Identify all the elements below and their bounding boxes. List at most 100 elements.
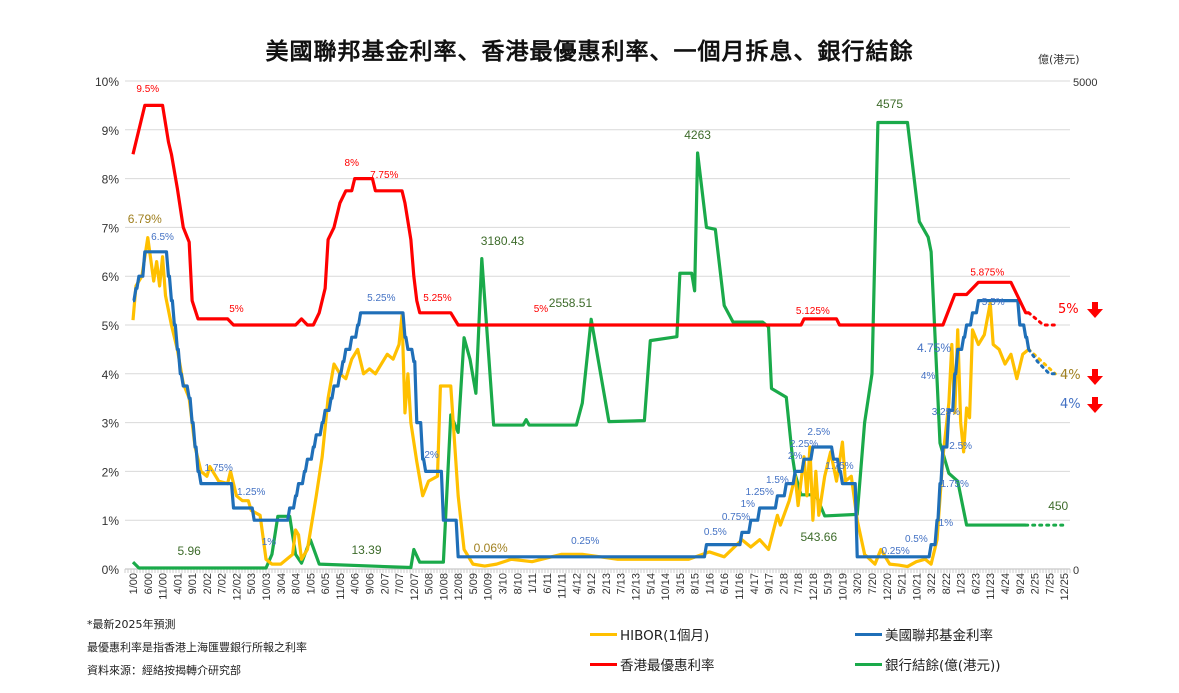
y-tick-label: 0% xyxy=(102,563,120,577)
footnote-forecast: *最新2025年預測 xyxy=(87,618,176,631)
x-tick-label: 9/01 xyxy=(187,573,199,594)
y-tick-label: 4% xyxy=(102,368,120,382)
data-label: 5.96 xyxy=(177,544,201,558)
forecast-line-2 xyxy=(1027,311,1057,327)
data-label: 1.5% xyxy=(766,475,789,486)
y-tick-label: 5% xyxy=(102,319,120,333)
x-tick-label: 7/13 xyxy=(616,573,628,594)
x-tick-label: 4/01 xyxy=(172,573,184,594)
x-tick-label: 8/15 xyxy=(690,573,702,594)
x-tick-label: 4/24 xyxy=(1000,573,1012,594)
data-label: 1.25% xyxy=(237,487,265,498)
forecast-label-prime: 5% xyxy=(1058,302,1079,317)
x-tick-label: 3/04 xyxy=(276,573,288,594)
data-label: 1.75% xyxy=(941,479,969,490)
data-label: 0.75% xyxy=(722,512,750,523)
y-right-tick-label: 5000 xyxy=(1073,77,1097,89)
x-tick-label: 4/06 xyxy=(350,573,362,594)
data-label: 5.5% xyxy=(982,297,1005,308)
x-tick-label: 3/15 xyxy=(675,573,687,594)
y-tick-label: 2% xyxy=(102,465,120,479)
data-label: 8% xyxy=(345,158,360,169)
x-tick-label: 11/23 xyxy=(985,573,997,600)
data-label: 3.25% xyxy=(932,407,960,418)
y-tick-label: 8% xyxy=(102,173,120,187)
data-label: 5% xyxy=(229,304,244,315)
y-tick-label: 6% xyxy=(102,270,120,284)
data-label: 2% xyxy=(788,451,803,462)
data-label: 2% xyxy=(424,450,439,461)
x-tick-label: 5/19 xyxy=(823,573,835,594)
series-line-2 xyxy=(131,103,1029,327)
x-tick-label: 9/06 xyxy=(364,573,376,594)
data-label: 6.5% xyxy=(151,232,174,243)
x-tick-label: 3/22 xyxy=(926,573,938,594)
x-tick-label: 1/11 xyxy=(527,573,539,594)
x-tick-label: 11/00 xyxy=(158,573,170,600)
data-label: 1.75% xyxy=(205,463,233,474)
x-tick-label: 12/02 xyxy=(231,573,243,601)
data-label: 0.5% xyxy=(905,534,928,545)
x-tick-label: 2/02 xyxy=(202,573,214,594)
x-tick-label: 9/24 xyxy=(1015,573,1027,594)
x-tick-label: 2/13 xyxy=(601,573,613,594)
x-tick-label: 5/03 xyxy=(246,573,258,594)
x-tick-label: 12/20 xyxy=(882,573,894,601)
x-tick-label: 9/17 xyxy=(764,573,776,594)
forecast-label-fed: 4% xyxy=(1060,397,1081,412)
y-tick-label: 1% xyxy=(102,514,120,528)
legend-item-hibor: HIBOR(1個月) xyxy=(590,624,709,644)
data-label: 5.875% xyxy=(970,267,1004,278)
data-label: 2.25% xyxy=(790,439,818,450)
series-line-3 xyxy=(131,120,1026,570)
x-tick-label: 11/11 xyxy=(557,573,569,599)
data-label: 1.75% xyxy=(825,461,853,472)
data-label: 1% xyxy=(741,499,756,510)
data-label: 0.5% xyxy=(704,527,727,538)
x-tick-label: 10/19 xyxy=(837,573,849,601)
data-label: 1% xyxy=(262,537,277,548)
x-tick-label: 11/05 xyxy=(335,573,347,600)
x-tick-label: 7/02 xyxy=(217,573,229,594)
legend-label-balance: 銀行結餘(億(港元)) xyxy=(885,658,1001,674)
data-label: 5.25% xyxy=(367,293,395,304)
y-tick-label: 10% xyxy=(95,75,119,89)
x-tick-label: 6/16 xyxy=(719,573,731,594)
footnote-source: 資料來源：經絡按揭轉介研究部 xyxy=(87,664,241,677)
x-tick-label: 7/20 xyxy=(867,573,879,594)
x-tick-label: 12/08 xyxy=(453,573,465,601)
data-label: 450 xyxy=(1048,499,1068,513)
chart-title: 美國聯邦基金利率、香港最優惠利率、一個月拆息、銀行結餘 xyxy=(265,39,914,65)
data-label: 0.25% xyxy=(881,546,909,557)
x-tick-label: 12/18 xyxy=(808,573,820,601)
x-tick-label: 5/08 xyxy=(424,573,436,594)
data-label: 1.25% xyxy=(745,487,773,498)
legend-swatch-balance xyxy=(855,662,882,666)
x-tick-label: 10/21 xyxy=(911,573,923,601)
data-label: 543.66 xyxy=(800,530,837,544)
right-axis-unit: 億(港元) xyxy=(1038,53,1080,66)
legend-item-fed: 美國聯邦基金利率 xyxy=(855,624,993,644)
data-label: 6.79% xyxy=(128,212,162,226)
x-tick-label: 5/21 xyxy=(897,573,909,594)
x-tick-label: 6/11 xyxy=(542,573,554,594)
forecast-label-hibor: 4% xyxy=(1060,368,1081,383)
legend-label-prime: 香港最優惠利率 xyxy=(620,658,715,674)
x-tick-label: 1/00 xyxy=(128,573,140,594)
data-label: 2.5% xyxy=(807,427,830,438)
forecast-line-1 xyxy=(1027,347,1057,376)
data-label: 0.25% xyxy=(571,536,599,547)
data-label: 5% xyxy=(534,304,549,315)
x-tick-label: 3/20 xyxy=(852,573,864,594)
data-label: 4575 xyxy=(876,97,903,111)
legend-item-balance: 銀行結餘(億(港元)) xyxy=(855,654,1001,674)
x-tick-label: 9/12 xyxy=(586,573,598,594)
data-label: 4.75% xyxy=(917,341,951,355)
x-tick-label: 8/10 xyxy=(512,573,524,594)
data-label: 5.125% xyxy=(796,306,830,317)
y-tick-label: 7% xyxy=(102,221,120,235)
x-tick-label: 10/09 xyxy=(483,573,495,601)
legend-label-hibor: HIBOR(1個月) xyxy=(620,628,710,644)
x-tick-label: 7/18 xyxy=(793,573,805,594)
y-right-tick-label: 0 xyxy=(1073,565,1079,577)
